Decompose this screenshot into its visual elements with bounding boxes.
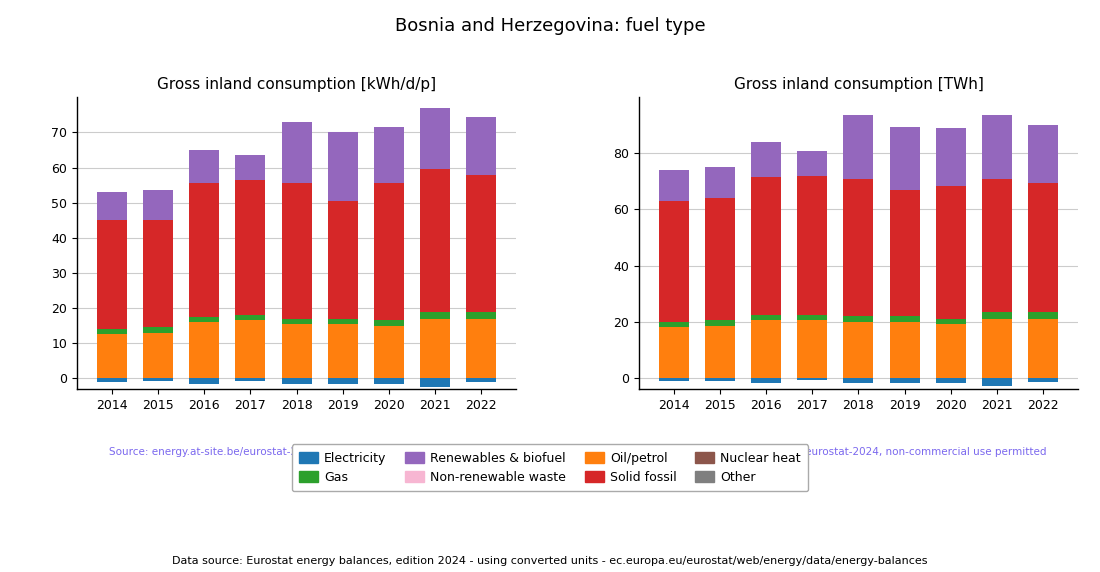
Bar	[798, 315, 827, 320]
Bar	[798, 320, 827, 378]
Bar	[97, 379, 126, 382]
Bar	[751, 142, 781, 177]
Bar	[282, 319, 311, 324]
Bar	[97, 192, 126, 220]
Bar	[328, 201, 358, 319]
Bar	[328, 132, 358, 201]
Bar	[982, 312, 1012, 319]
Bar	[466, 312, 496, 319]
Bar	[1028, 125, 1058, 183]
Bar	[328, 319, 358, 324]
Bar	[235, 315, 265, 320]
Bar	[466, 117, 496, 174]
Bar	[1028, 319, 1058, 378]
Bar	[798, 176, 827, 315]
Bar	[282, 379, 311, 384]
Bar	[328, 324, 358, 379]
Bar	[936, 324, 966, 378]
Text: Data source: Eurostat energy balances, edition 2024 - using converted units - ec: Data source: Eurostat energy balances, e…	[173, 557, 927, 566]
Bar	[844, 378, 873, 383]
Bar	[844, 178, 873, 316]
Bar	[659, 327, 689, 378]
Bar	[751, 177, 781, 315]
Bar	[235, 180, 265, 315]
Bar	[466, 174, 496, 312]
Bar	[420, 319, 450, 379]
Bar	[143, 333, 173, 379]
Bar	[798, 150, 827, 176]
Bar	[466, 379, 496, 382]
Bar	[466, 319, 496, 379]
Bar	[936, 185, 966, 319]
Bar	[1028, 312, 1058, 319]
Bar	[189, 322, 219, 379]
Bar	[189, 150, 219, 184]
Bar	[189, 184, 219, 317]
Bar	[751, 378, 781, 383]
Bar	[705, 320, 735, 326]
Bar	[844, 316, 873, 321]
Bar	[420, 169, 450, 312]
Bar	[659, 321, 689, 327]
Bar	[705, 326, 735, 378]
Bar	[982, 319, 1012, 378]
Bar	[374, 379, 404, 384]
Bar	[282, 184, 311, 319]
Text: Source: energy.at-site.be/eurostat-2024, non-commercial use permitted: Source: energy.at-site.be/eurostat-2024,…	[671, 447, 1046, 457]
Bar	[659, 170, 689, 201]
Bar	[235, 320, 265, 379]
Bar	[420, 312, 450, 319]
Bar	[1028, 183, 1058, 312]
Title: Gross inland consumption [TWh]: Gross inland consumption [TWh]	[734, 77, 983, 92]
Bar	[328, 379, 358, 384]
Legend: Electricity, Gas, Renewables & biofuel, Non-renewable waste, Oil/petrol, Solid f: Electricity, Gas, Renewables & biofuel, …	[292, 444, 808, 491]
Bar	[890, 126, 920, 190]
Bar	[982, 378, 1012, 386]
Bar	[1028, 378, 1058, 382]
Text: Source: energy.at-site.be/eurostat-2024, non-commercial use permitted: Source: energy.at-site.be/eurostat-2024,…	[109, 447, 484, 457]
Bar	[374, 320, 404, 325]
Bar	[97, 329, 126, 335]
Bar	[143, 190, 173, 220]
Bar	[659, 378, 689, 381]
Bar	[235, 155, 265, 180]
Bar	[420, 108, 450, 169]
Bar	[97, 220, 126, 329]
Bar	[235, 379, 265, 381]
Bar	[659, 201, 689, 321]
Bar	[890, 316, 920, 321]
Bar	[705, 198, 735, 320]
Bar	[936, 128, 966, 185]
Bar	[282, 122, 311, 184]
Bar	[420, 379, 450, 387]
Bar	[890, 378, 920, 383]
Bar	[890, 190, 920, 316]
Bar	[982, 178, 1012, 312]
Bar	[189, 379, 219, 384]
Bar	[751, 315, 781, 320]
Bar	[936, 378, 966, 383]
Bar	[374, 325, 404, 379]
Bar	[143, 379, 173, 381]
Bar	[143, 327, 173, 333]
Bar	[844, 116, 873, 178]
Title: Gross inland consumption [kWh/d/p]: Gross inland consumption [kWh/d/p]	[157, 77, 436, 92]
Bar	[97, 335, 126, 379]
Bar	[890, 321, 920, 378]
Bar	[374, 127, 404, 184]
Bar	[936, 319, 966, 324]
Bar	[282, 324, 311, 379]
Bar	[751, 320, 781, 378]
Bar	[705, 378, 735, 380]
Bar	[705, 168, 735, 198]
Bar	[982, 116, 1012, 178]
Bar	[143, 220, 173, 327]
Bar	[798, 378, 827, 380]
Text: Bosnia and Herzegovina: fuel type: Bosnia and Herzegovina: fuel type	[395, 17, 705, 35]
Bar	[844, 321, 873, 378]
Bar	[189, 317, 219, 322]
Bar	[374, 184, 404, 320]
